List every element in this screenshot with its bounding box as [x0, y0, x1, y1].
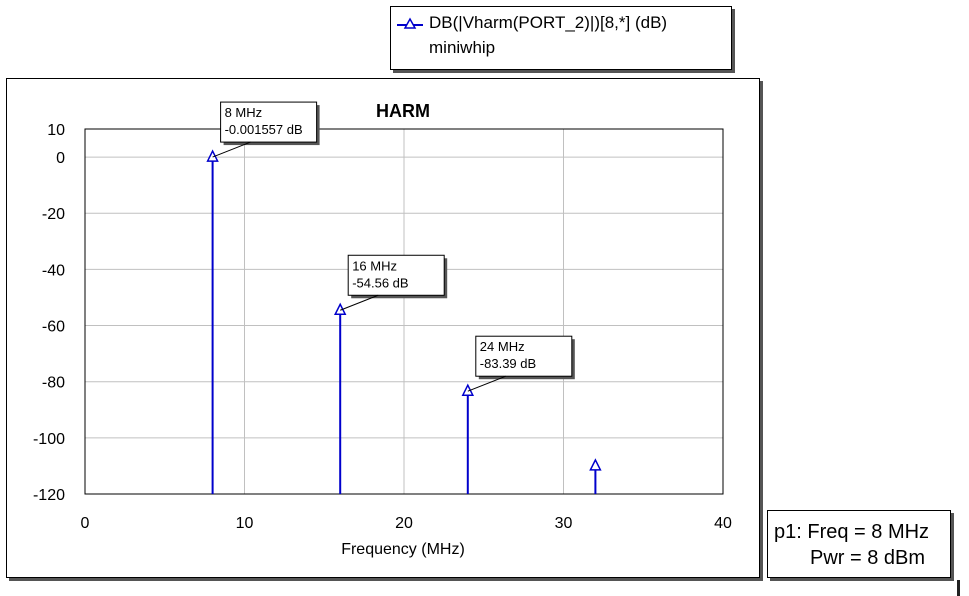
callout-level: -54.56 dB: [352, 275, 408, 290]
y-tick-label: -60: [42, 319, 65, 336]
y-tick-label: -40: [42, 262, 65, 279]
callout-leader: [212, 141, 251, 158]
marker-status-box: p1: Freq = 8 MHz Pwr = 8 dBm: [767, 510, 951, 578]
annotation-layer: 8 MHz -0.001557 dB 16 MHz -54.56 dB 24 MHz -8…: [212, 101, 575, 392]
callout-leader: [340, 294, 379, 311]
x-tick-label: 40: [714, 515, 732, 532]
y-tick-label: -80: [42, 375, 65, 392]
callout-frequency: 24 MHz: [480, 339, 525, 354]
marker-power-readout: Pwr = 8 dBm: [810, 547, 926, 569]
y-tick-label: -20: [42, 206, 65, 223]
callout-level: -0.001557 dB: [225, 122, 303, 137]
y-tick-label: 0: [56, 150, 65, 167]
legend-sub-label: miniwhip: [429, 38, 496, 57]
x-tick-label: 0: [81, 515, 90, 532]
callout-level: -83.39 dB: [480, 356, 536, 371]
plot-frame: 0 10 20 30 40 10 0 -20 -40 -60 -80 -100 -120 8 MHz -0…: [6, 78, 760, 578]
window-edge-marker: [957, 580, 960, 596]
chart-title: HARM: [376, 101, 430, 121]
marker-callout-box: [475, 335, 573, 377]
callout-leader: [467, 375, 506, 392]
legend-box: DB(|Vharm(PORT_2)|)[8,*] (dB) miniwhip: [390, 6, 732, 70]
harm-chart: 0 10 20 30 40 10 0 -20 -40 -60 -80 -100 -120 8 MHz -0…: [33, 101, 732, 558]
marker-callout-box: [347, 254, 445, 296]
grid-layer: [85, 129, 723, 494]
callout-frequency: 8 MHz: [225, 105, 263, 120]
stem-layer: [206, 149, 602, 494]
x-tick-label: 30: [555, 515, 573, 532]
y-tick-label: 10: [47, 122, 65, 139]
x-tick-label: 20: [395, 515, 413, 532]
x-axis-label: Frequency (MHz): [341, 541, 465, 558]
axis-layer: 0 10 20 30 40 10 0 -20 -40 -60 -80 -100 -120: [33, 122, 732, 532]
legend-series-label: DB(|Vharm(PORT_2)|)[8,*] (dB): [429, 13, 668, 32]
y-tick-label: -100: [33, 431, 65, 448]
plot-area-border: [84, 128, 724, 495]
legend-marker-icon: [397, 17, 423, 29]
x-tick-label: 10: [236, 515, 254, 532]
triangle-marker-icon: [589, 458, 602, 471]
callout-frequency: 16 MHz: [352, 258, 397, 273]
y-tick-label: -120: [33, 487, 65, 504]
marker-freq-readout: p1: Freq = 8 MHz: [774, 521, 930, 543]
marker-callout-box: [220, 101, 318, 143]
